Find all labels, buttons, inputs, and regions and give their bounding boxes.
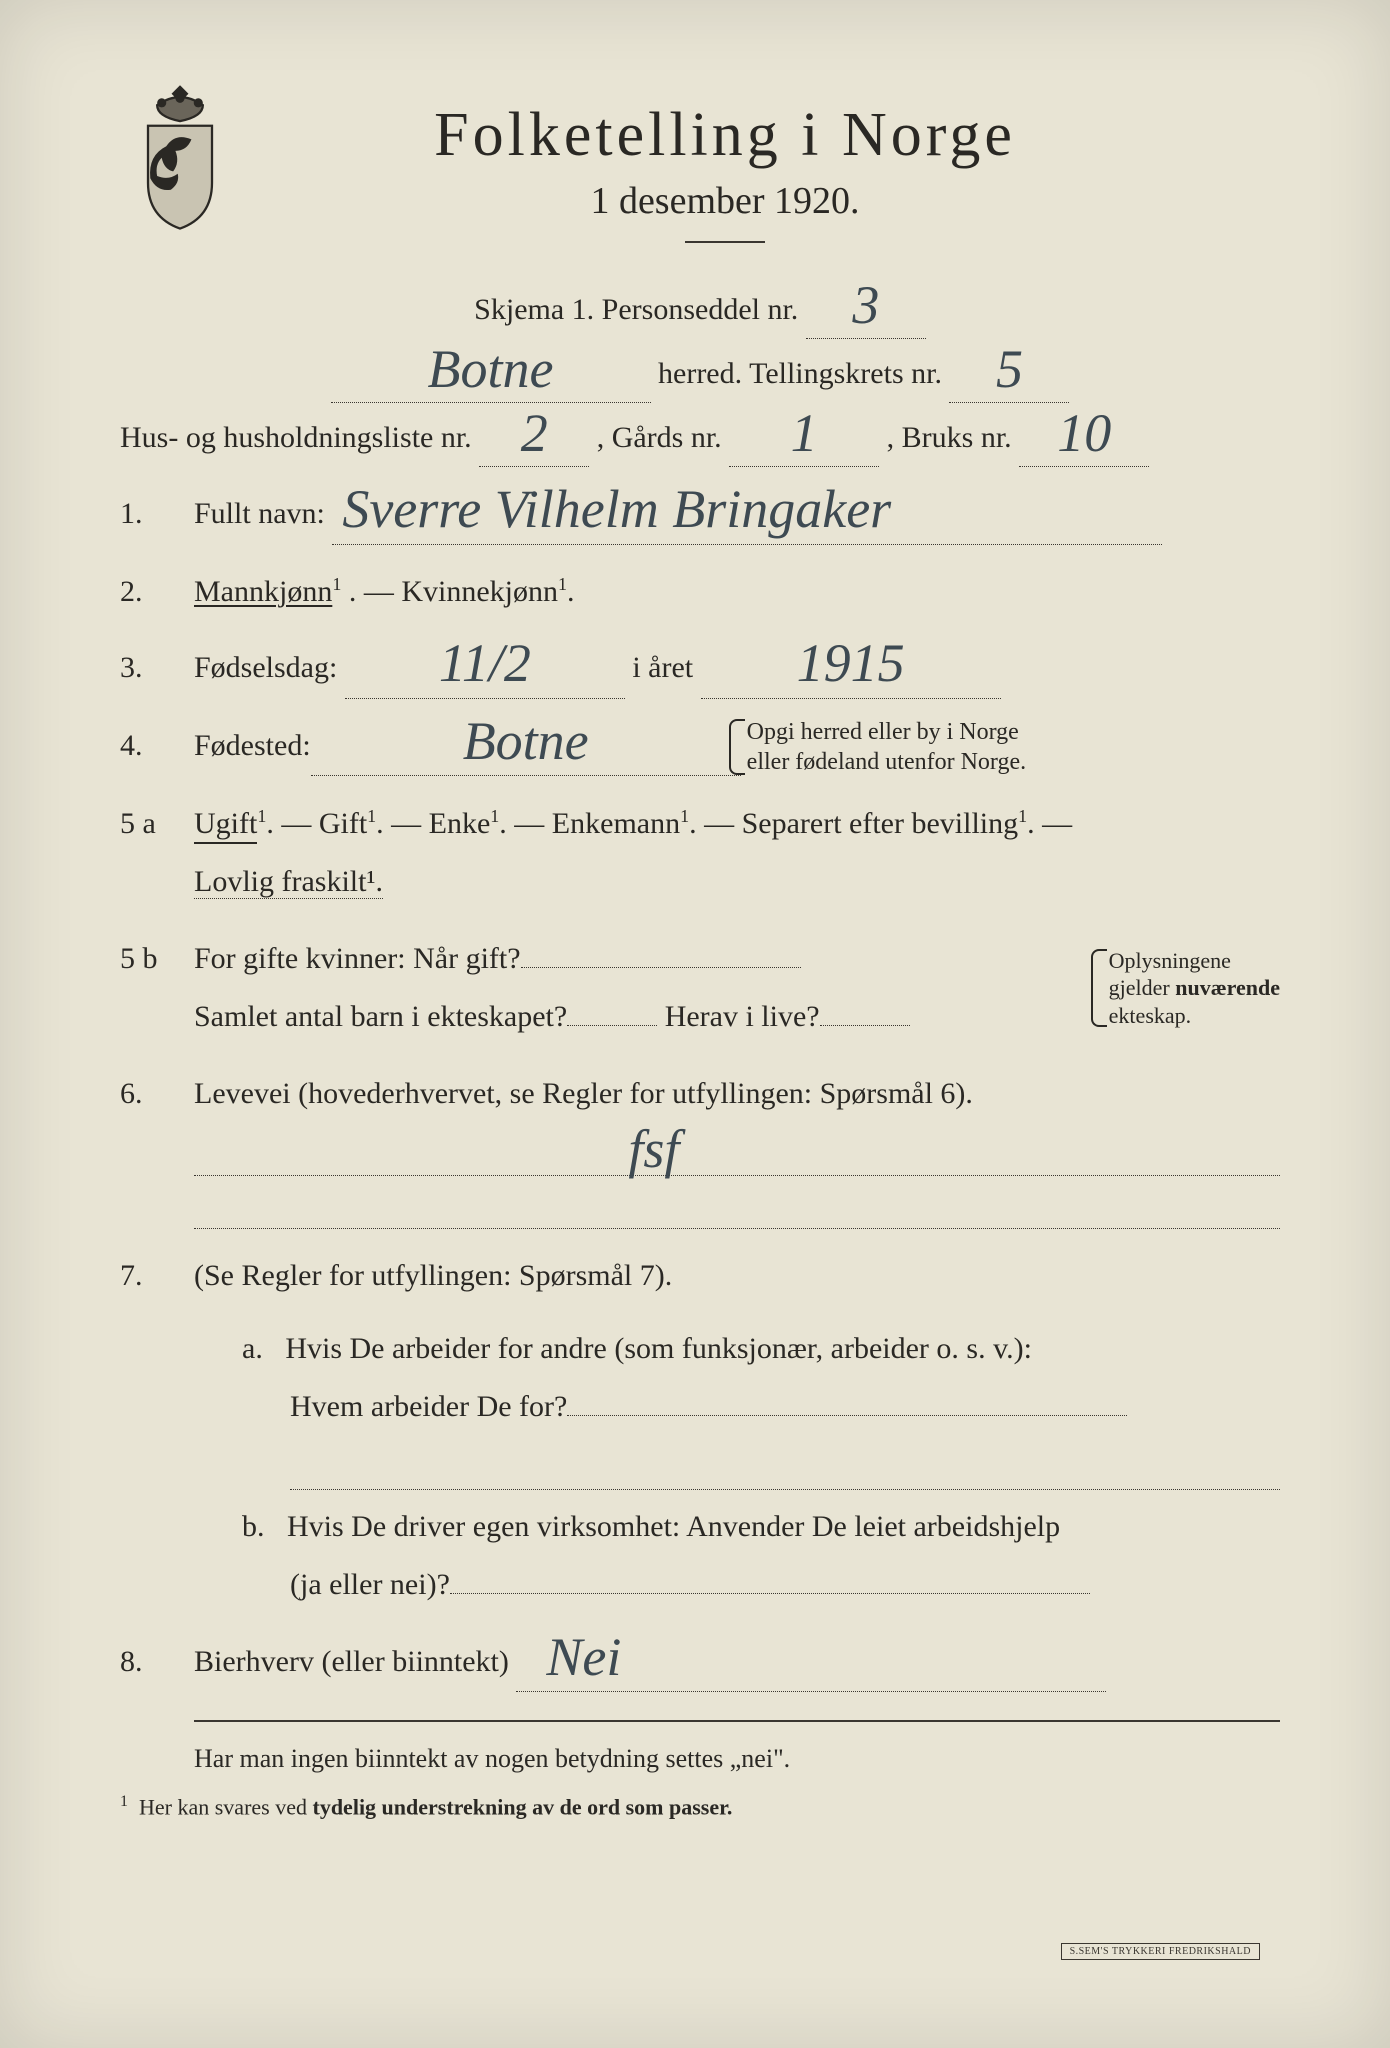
- q3-label: Fødselsdag:: [194, 651, 337, 684]
- hus-line: Hus- og husholdningsliste nr. 2 , Gårds …: [120, 409, 1280, 467]
- q5a-ugift: Ugift: [194, 807, 257, 844]
- q7a-label: a.: [242, 1332, 263, 1365]
- q5b-l2a: Samlet antal barn i ekteskapet?: [194, 1000, 567, 1033]
- q1-label: Fullt navn:: [194, 497, 325, 530]
- q4-note: Opgi herred eller by i Norge eller fødel…: [747, 717, 1026, 777]
- herred-value: Botne: [428, 353, 554, 385]
- q2-kvinne: . — Kvinnekjønn: [349, 575, 558, 608]
- bruks-label: , Bruks nr.: [887, 421, 1012, 454]
- census-form-page: Folketelling i Norge 1 desember 1920. Sk…: [0, 0, 1390, 2048]
- q1-value: Sverre Vilhelm Bringaker: [342, 493, 891, 525]
- q7b-l1: Hvis De driver egen virksomhet: Anvender…: [287, 1510, 1060, 1543]
- q-num: 1.: [120, 497, 194, 531]
- page-subtitle: 1 desember 1920.: [270, 179, 1180, 223]
- q-num: 5 a: [120, 807, 194, 841]
- q6: 6. Levevei (hovederhvervet, se Regler fo…: [120, 1065, 1280, 1124]
- q7-text: (Se Regler for utfyllingen: Spørsmål 7).: [194, 1259, 672, 1292]
- q4-value: Botne: [463, 725, 589, 757]
- q6-text: Levevei (hovederhvervet, se Regler for u…: [194, 1065, 1280, 1124]
- q6-fill-2: [194, 1182, 1280, 1229]
- q7: 7. (Se Regler for utfyllingen: Spørsmål …: [120, 1247, 1280, 1437]
- header: Folketelling i Norge 1 desember 1920.: [120, 100, 1280, 271]
- bruks-nr: 10: [1057, 417, 1111, 449]
- q7a-fill: [290, 1443, 1280, 1490]
- q3-day: 11/2: [439, 647, 531, 679]
- q1: 1. Fullt navn: Sverre Vilhelm Bringaker: [120, 485, 1280, 545]
- q-num: 5 b: [120, 942, 194, 976]
- q7b: b. Hvis De driver egen virksomhet: Anven…: [120, 1498, 1280, 1615]
- q7a-l1: Hvis De arbeider for andre (som funksjon…: [285, 1332, 1032, 1365]
- q5b-l1: For gifte kvinner: Når gift?: [194, 942, 521, 975]
- q-num: 7.: [120, 1259, 194, 1293]
- q3-year: 1915: [797, 647, 905, 679]
- coat-of-arms-icon: [120, 80, 240, 240]
- divider: [194, 1720, 1280, 1722]
- gards-label: , Gårds nr.: [597, 421, 722, 454]
- herred-label: herred. Tellingskrets nr.: [658, 357, 942, 390]
- tellingskrets-nr: 5: [996, 353, 1023, 385]
- tail-note: Har man ingen biinntekt av nogen betydni…: [194, 1734, 1280, 1783]
- hus-nr: 2: [521, 417, 548, 449]
- q6-value: fsf: [628, 1133, 679, 1179]
- herred-line: Botne herred. Tellingskrets nr. 5: [120, 345, 1280, 403]
- q8-label: Bierhverv (eller biinntekt): [194, 1645, 509, 1678]
- gards-nr: 1: [791, 417, 818, 449]
- q5a: 5 a Ugift1. — Gift1. — Enke1. — Enkemann…: [120, 795, 1280, 912]
- q4-label: Fødested:: [194, 717, 311, 776]
- q5b: 5 b For gifte kvinner: Når gift? Samlet …: [120, 930, 1280, 1047]
- q-num: 2.: [120, 575, 194, 609]
- q5b-note: Oplysningene gjelder nuværende ekteskap.: [1109, 947, 1280, 1030]
- q4: 4. Fødested: Botne Opgi herred eller by …: [120, 717, 1280, 777]
- q5a-line2: Lovlig fraskilt¹.: [194, 865, 383, 899]
- skjema-label: Skjema 1. Personseddel nr.: [474, 293, 798, 326]
- q5b-l2b: Herav i live?: [665, 1000, 820, 1033]
- q3-mid: i året: [632, 651, 693, 684]
- q3: 3. Fødselsdag: 11/2 i året 1915: [120, 639, 1280, 699]
- hus-label: Hus- og husholdningsliste nr.: [120, 421, 472, 454]
- footnote: 1 Her kan svares ved tydelig understrekn…: [120, 1793, 1280, 1820]
- personseddel-nr: 3: [852, 289, 879, 321]
- printer-stamp: S.SEM'S TRYKKERI FREDRIKSHALD: [1061, 1943, 1260, 1960]
- q7b-label: b.: [242, 1510, 265, 1543]
- q-num: 8.: [120, 1645, 194, 1679]
- page-title: Folketelling i Norge: [270, 100, 1180, 171]
- q-num: 3.: [120, 651, 194, 685]
- q2-mann: Mannkjønn: [194, 575, 332, 608]
- q-num: 4.: [120, 729, 194, 763]
- q8-value: Nei: [546, 1641, 621, 1673]
- q6-fill-1: fsf: [194, 1129, 1280, 1176]
- q2: 2. Mannkjønn1 . — Kvinnekjønn1.: [120, 563, 1280, 622]
- q8: 8. Bierhverv (eller biinntekt) Nei: [120, 1633, 1280, 1693]
- q7a-l2: Hvem arbeider De for?: [290, 1390, 567, 1423]
- title-block: Folketelling i Norge 1 desember 1920.: [270, 100, 1280, 271]
- skjema-line: Skjema 1. Personseddel nr. 3: [120, 281, 1280, 339]
- divider: [685, 241, 765, 243]
- q7b-l2: (ja eller nei)?: [290, 1568, 450, 1601]
- q-num: 6.: [120, 1077, 194, 1111]
